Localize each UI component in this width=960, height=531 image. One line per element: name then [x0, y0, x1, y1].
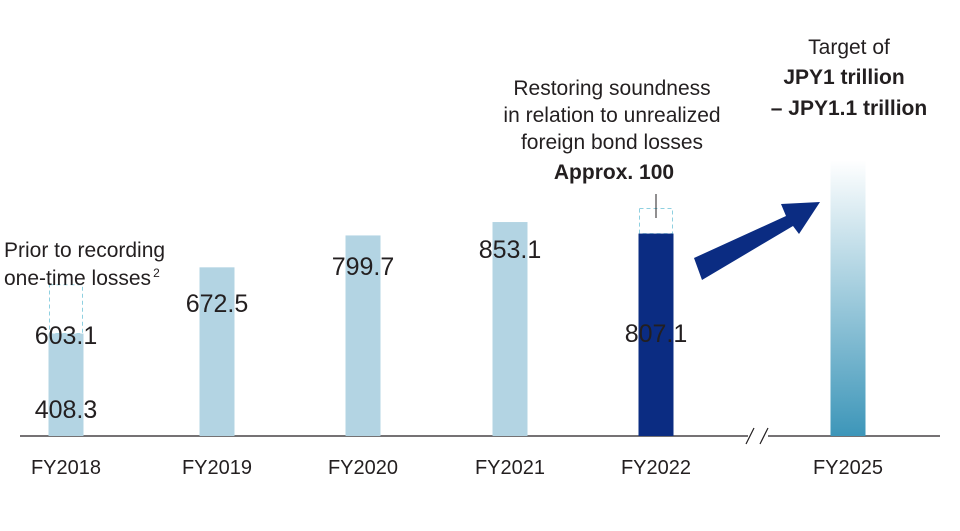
tick-fy2021: FY2021 — [475, 457, 545, 479]
bar-fy2025-target — [830, 160, 866, 436]
bar-fy2022 — [638, 233, 674, 436]
bar-fy2021 — [492, 222, 528, 436]
bar-fy2020 — [345, 235, 381, 436]
label-fy2019: 672.5 — [186, 290, 249, 318]
tick-fy2025: FY2025 — [813, 457, 883, 479]
tick-fy2020: FY2020 — [328, 457, 398, 479]
footnote-marker: 2 — [153, 266, 160, 280]
annotation-target-line3: – JPY1.1 trillion — [771, 97, 927, 120]
annotation-target-line2: JPY1 trillion — [783, 66, 904, 89]
axis-break-mark — [759, 427, 769, 445]
tick-fy2018: FY2018 — [31, 457, 101, 479]
label-fy2020: 799.7 — [332, 253, 395, 281]
tick-fy2022: FY2022 — [621, 457, 691, 479]
growth-arrow — [694, 202, 820, 280]
annotation-restore-value: Approx. 100 — [554, 161, 674, 184]
label-fy2018-actual: 408.3 — [35, 396, 98, 424]
annotation-prior-line1: Prior to recording — [4, 239, 165, 262]
axis-break-mark — [745, 427, 755, 445]
bar-fy2018 — [48, 333, 84, 436]
label-fy2021: 853.1 — [479, 236, 542, 264]
annotation-prior-line2: one-time losses 2 — [4, 266, 160, 290]
annotation-restore-line3: foreign bond losses — [521, 131, 703, 154]
label-fy2022: 807.1 — [625, 320, 688, 348]
annotation-prior-line2-text: one-time losses — [4, 267, 151, 290]
tick-fy2019: FY2019 — [182, 457, 252, 479]
annotation-restore-line1: Restoring soundness — [513, 77, 710, 100]
annotation-target-line1: Target of — [808, 36, 890, 59]
bar-fy2019 — [199, 267, 235, 436]
annotation-restore-line2: in relation to unrealized — [503, 104, 720, 127]
label-fy2018-prior: 603.1 — [35, 322, 98, 350]
